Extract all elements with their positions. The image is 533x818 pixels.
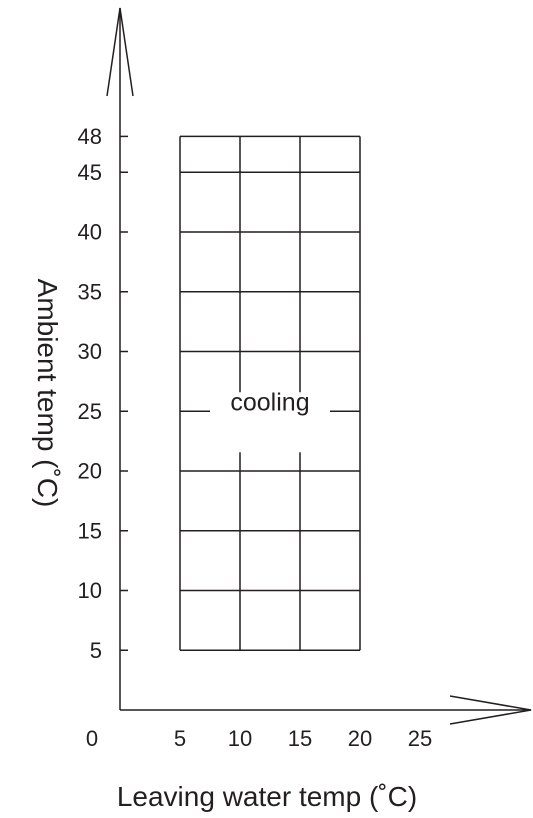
origin-label: 0 [86, 726, 98, 751]
x-tick-label-20: 20 [348, 726, 372, 751]
x-tick-label-10: 10 [228, 726, 252, 751]
y-axis-title: Ambient temp (˚C) [32, 279, 63, 508]
y-tick-label-35: 35 [78, 279, 102, 304]
y-tick-label-40: 40 [78, 220, 102, 245]
cooling-label-background [210, 392, 330, 453]
y-tick-label-10: 10 [78, 578, 102, 603]
y-axis-arrowhead [106, 7, 134, 97]
y-tick-label-30: 30 [78, 339, 102, 364]
x-tick-label-5: 5 [174, 726, 186, 751]
y-tick-label-48: 48 [78, 124, 102, 149]
grid-lines [179, 135, 361, 651]
tick-marks [120, 135, 128, 651]
y-tick-label-5: 5 [90, 638, 102, 663]
y-tick-label-25: 25 [78, 399, 102, 424]
x-tick-label-25: 25 [408, 726, 432, 751]
y-tick-label-45: 45 [78, 160, 102, 185]
y-tick-label-20: 20 [78, 459, 102, 484]
x-axis-title: Leaving water temp (˚C) [117, 781, 417, 812]
axes [106, 7, 532, 725]
tick-labels: 5 10 15 20 25 30 35 40 45 48 5 10 15 20 25 [78, 124, 433, 751]
x-axis-arrowhead [449, 695, 532, 725]
x-tick-label-15: 15 [288, 726, 312, 751]
cooling-region-label: cooling [230, 388, 309, 416]
y-tick-label-15: 15 [78, 518, 102, 543]
